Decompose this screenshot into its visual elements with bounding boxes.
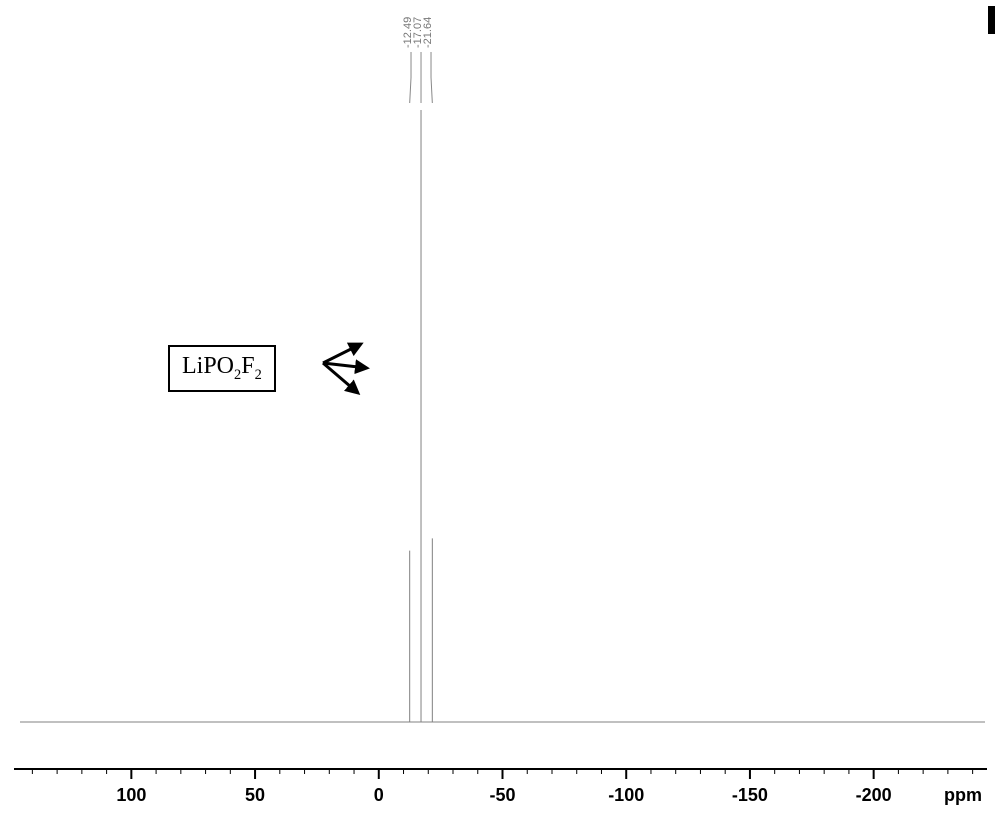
tick-label-6: -200 — [856, 785, 892, 805]
tick-label-2: 0 — [374, 785, 384, 805]
tick-label-0: 100 — [116, 785, 146, 805]
compound-label-box: LiPO2F2 — [168, 345, 276, 392]
corner-mark — [988, 6, 995, 34]
tick-label-4: -100 — [608, 785, 644, 805]
tick-label-1: 50 — [245, 785, 265, 805]
tick-label-3: -50 — [489, 785, 515, 805]
tick-label-5: -150 — [732, 785, 768, 805]
nmr-chart: -12.49-17.07-21.64100500-50-100-150-200p… — [0, 0, 1000, 826]
compound-label-text: LiPO2F2 — [182, 353, 262, 379]
peak-label-2: -21.64 — [422, 17, 434, 48]
axis-unit-label: ppm — [944, 785, 982, 805]
chart-svg: -12.49-17.07-21.64100500-50-100-150-200p… — [0, 0, 1000, 826]
